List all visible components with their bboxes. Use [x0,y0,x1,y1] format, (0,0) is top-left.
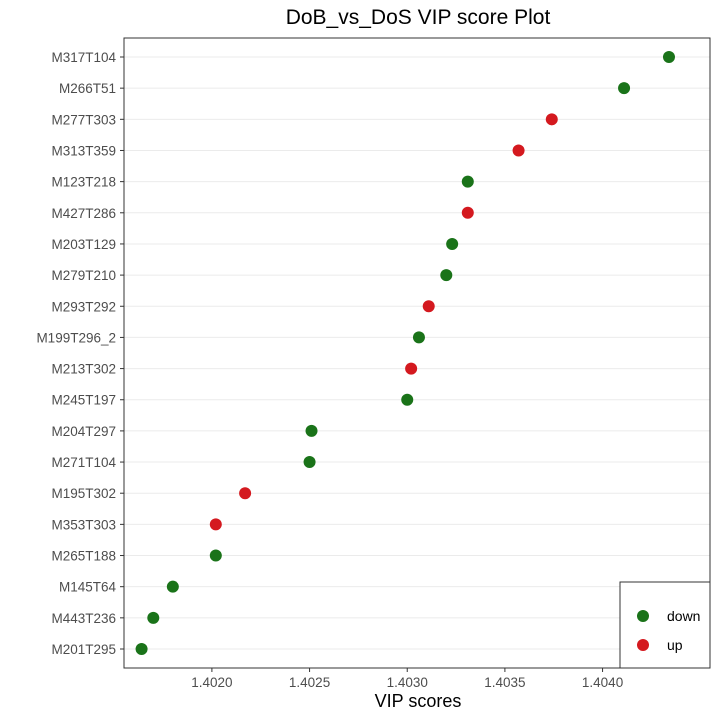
y-tick-label: M203T129 [51,237,116,252]
y-tick-label: M266T51 [59,81,116,96]
data-point [166,580,179,593]
data-point [209,518,222,531]
grid-lines [124,56,710,650]
x-axis-title: VIP scores [375,691,462,711]
legend-up-label: up [667,637,683,653]
y-tick-label: M201T295 [51,642,116,657]
y-tick-label: M313T359 [51,143,116,158]
chart-title: DoB_vs_DoS VIP score Plot [286,6,551,29]
data-point [461,206,474,219]
x-axis-ticks: 1.4020 1.4025 1.4030 1.4035 1.4040 [191,668,623,690]
y-axis-ticks: M317T104 M266T51 M277T303 M313T359 M123T218 M… [36,50,124,657]
data-point [512,144,525,157]
data-point [446,237,459,250]
legend: down up [619,581,711,669]
y-tick-label: M353T303 [51,517,116,532]
data-point [440,269,453,282]
data-point [305,424,318,437]
y-tick-label: M123T218 [51,175,116,190]
x-tick-label: 1.4030 [387,675,428,690]
legend-box [619,581,711,669]
data-point [401,393,414,406]
y-tick-label: M277T303 [51,112,116,127]
y-tick-label: M271T104 [51,455,116,470]
data-point [618,82,631,95]
y-tick-label: M317T104 [51,50,116,65]
data-point [239,487,252,500]
data-points [135,51,675,655]
data-point [303,456,316,469]
data-point [412,331,425,344]
x-tick-label: 1.4035 [484,675,525,690]
y-tick-label: M427T286 [51,206,116,221]
data-point [422,300,435,313]
x-tick-label: 1.4025 [289,675,330,690]
x-tick-label: 1.4040 [582,675,623,690]
y-tick-label: M443T236 [51,611,116,626]
data-point [209,549,222,562]
y-tick-label: M245T197 [51,393,116,408]
y-tick-label: M265T188 [51,549,116,564]
y-tick-label: M145T64 [59,580,117,595]
plot-panel-border [123,37,711,669]
data-point [662,51,675,63]
legend-down-marker [637,610,649,622]
data-point [461,175,474,188]
data-point [405,362,418,375]
y-tick-label: M204T297 [51,424,116,439]
y-tick-label: M279T210 [51,268,116,283]
data-point [545,113,558,126]
x-tick-label: 1.4020 [191,675,232,690]
legend-up-marker [637,639,649,651]
data-point [135,643,148,655]
y-tick-label: M293T292 [51,299,116,314]
y-tick-label: M195T302 [51,486,116,501]
legend-down-label: down [667,608,700,624]
y-tick-label: M213T302 [51,362,116,377]
data-point [147,611,160,624]
y-tick-label: M199T296_2 [36,330,116,345]
